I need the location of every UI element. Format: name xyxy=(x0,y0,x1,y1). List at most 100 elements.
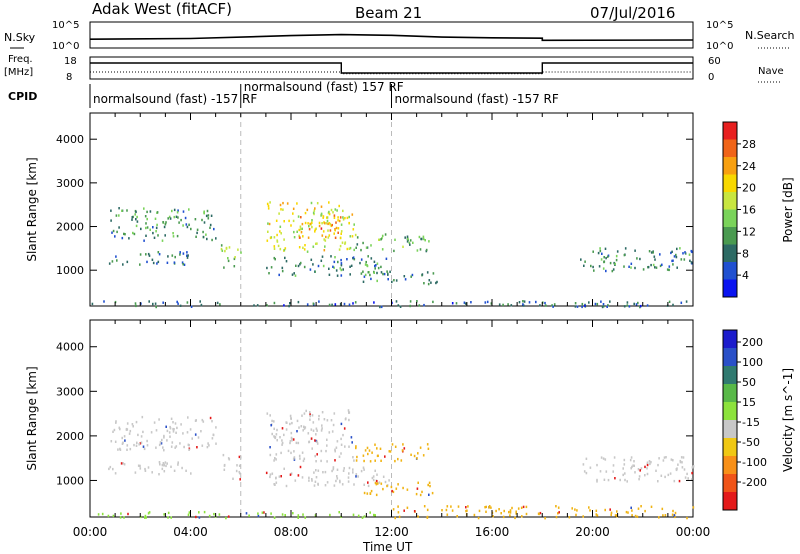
scatter-cell xyxy=(347,480,350,483)
scatter-cell xyxy=(638,478,640,481)
scatter-cell xyxy=(290,417,292,420)
scatter-cell xyxy=(686,516,688,520)
scatter-cell xyxy=(275,219,278,222)
scatter-cell xyxy=(273,483,275,486)
scatter-cell xyxy=(165,464,167,468)
scatter-cell xyxy=(377,454,379,457)
scatter-cell xyxy=(331,223,333,227)
scatter-cell xyxy=(207,217,210,220)
scatter-cell xyxy=(432,272,435,275)
scatter-cell xyxy=(166,439,168,442)
colorbar-tick-label: 12 xyxy=(742,225,756,238)
scatter-cell xyxy=(637,301,639,305)
scatter-cell xyxy=(324,245,326,248)
scatter-cell xyxy=(212,433,215,437)
scatter-cell xyxy=(159,463,161,466)
scatter-cell xyxy=(393,249,395,253)
scatter-cell xyxy=(374,443,376,446)
scatter-cell xyxy=(209,226,211,229)
scatter-cell xyxy=(348,303,351,306)
scatter-cell xyxy=(270,512,272,515)
scatter-cell xyxy=(186,254,188,257)
scatter-cell xyxy=(355,475,357,478)
scatter-cell xyxy=(525,512,528,516)
scatter-cell xyxy=(676,247,678,251)
scatter-cell xyxy=(622,467,624,470)
scatter-cell xyxy=(296,430,298,433)
scatter-cell xyxy=(615,254,618,258)
x-tick-label: 12:00 xyxy=(374,525,409,539)
scatter-cell xyxy=(607,478,610,482)
scatter-cell xyxy=(605,256,607,260)
scatter-cell xyxy=(311,219,313,222)
scatter-cell xyxy=(356,455,358,459)
scatter-cell xyxy=(233,257,236,261)
scatter-cell xyxy=(196,446,198,449)
scatter-cell xyxy=(430,281,432,284)
scatter-cell xyxy=(375,483,378,486)
scatter-cell xyxy=(281,443,283,446)
scatter-cell xyxy=(150,431,153,434)
colorbar-swatch xyxy=(723,192,737,210)
scatter-cell xyxy=(274,258,276,261)
scatter-cell xyxy=(312,245,315,248)
scatter-cell xyxy=(603,260,606,263)
scatter-cell xyxy=(282,201,284,205)
scatter-cell xyxy=(318,414,320,418)
scatter-cell xyxy=(306,208,309,212)
scatter-cell xyxy=(269,475,271,479)
scatter-cell xyxy=(157,260,160,264)
scatter-cell xyxy=(375,493,378,497)
scatter-cell xyxy=(126,448,128,451)
scatter-cell xyxy=(113,428,116,432)
scatter-cell xyxy=(413,454,416,458)
scatter-cell xyxy=(320,212,323,215)
scatter-cell xyxy=(211,420,213,423)
scatter-cell xyxy=(163,513,165,516)
x-tick-label: 08:00 xyxy=(274,525,309,539)
x-tick-label: 00:00 xyxy=(676,525,711,539)
scatter-cell xyxy=(348,472,350,475)
scatter-cell xyxy=(426,271,429,274)
scatter-cell xyxy=(177,463,179,466)
scatter-cell xyxy=(223,463,226,467)
scatter-cell xyxy=(366,446,369,450)
scatter-cell xyxy=(269,201,271,204)
scatter-cell xyxy=(595,513,598,516)
scatter-cell xyxy=(114,235,116,238)
scatter-cell xyxy=(119,516,122,519)
scatter-cell xyxy=(228,246,231,249)
scatter-cell xyxy=(304,221,307,225)
scatter-cell xyxy=(417,481,419,484)
scatter-cell xyxy=(333,260,336,264)
scatter-cell xyxy=(355,446,357,450)
scatter-cell xyxy=(169,217,172,220)
scatter-cell xyxy=(154,217,157,220)
scatter-cell xyxy=(140,302,142,305)
scatter-cell xyxy=(186,301,189,304)
scatter-cell xyxy=(216,301,219,305)
scatter-cell xyxy=(362,466,365,469)
scatter-cell xyxy=(224,249,226,253)
scatter-cell xyxy=(172,427,174,431)
scatter-cell xyxy=(595,509,598,512)
scatter-cell xyxy=(227,457,230,460)
scatter-cell xyxy=(387,273,389,276)
scatter-cell xyxy=(275,458,277,461)
scatter-cell xyxy=(188,448,190,451)
scatter-cell xyxy=(91,302,94,306)
scatter-cell xyxy=(664,514,667,517)
scatter-cell xyxy=(121,209,123,212)
scatter-cell xyxy=(602,305,605,308)
scatter-cell xyxy=(457,505,460,508)
scatter-cell xyxy=(188,511,191,514)
scatter-cell xyxy=(388,479,390,482)
scatter-cell xyxy=(332,423,335,427)
scatter-cell xyxy=(311,221,313,224)
scatter-cell xyxy=(383,272,386,276)
scatter-cell xyxy=(269,446,271,449)
scatter-cell xyxy=(672,263,674,266)
scatter-cell xyxy=(279,230,281,233)
scatter-cell xyxy=(601,305,604,309)
scatter-cell xyxy=(574,302,577,305)
